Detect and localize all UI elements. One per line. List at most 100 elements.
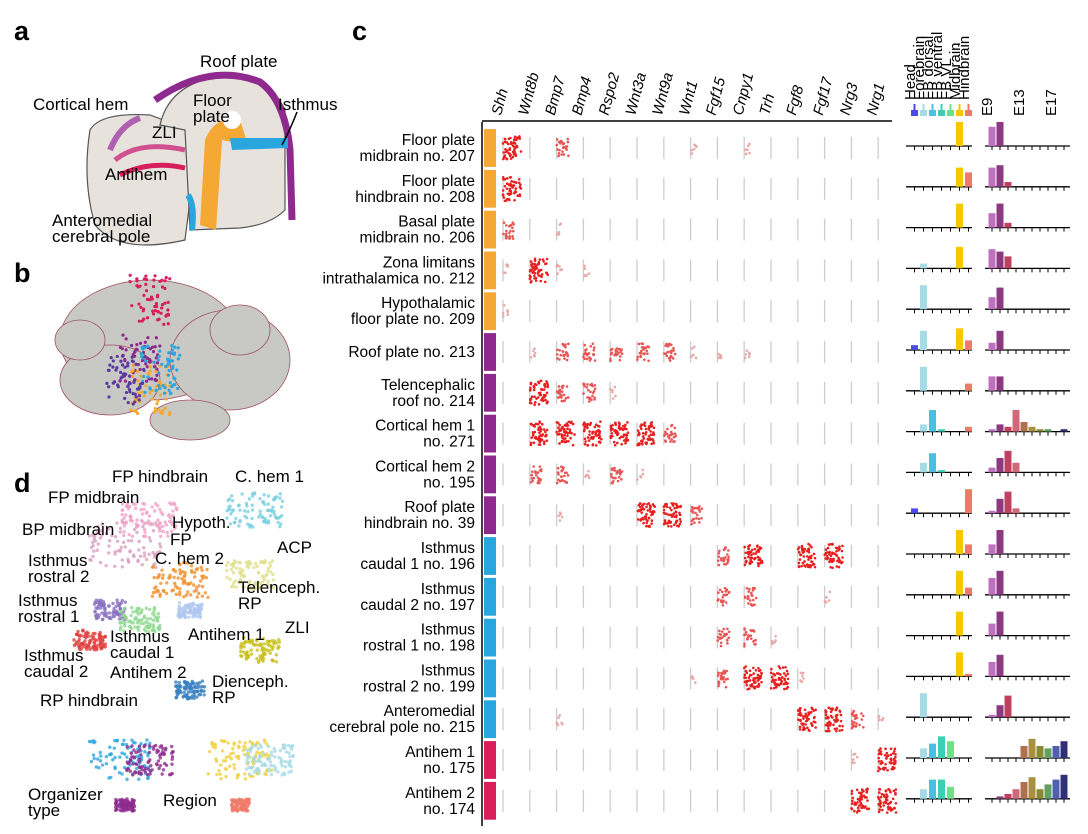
cell-dot xyxy=(128,381,132,385)
cell-dot xyxy=(743,545,747,549)
cell-dot xyxy=(760,680,763,684)
cell-dot xyxy=(531,349,535,353)
cell-dot xyxy=(156,399,160,403)
cell-dot xyxy=(226,560,230,565)
cell-dot xyxy=(133,770,137,774)
cell-dot xyxy=(129,626,134,631)
cell-dot xyxy=(132,748,136,752)
cell-dot xyxy=(135,518,139,522)
cell-dot xyxy=(269,644,273,648)
cell-dot xyxy=(183,606,187,610)
cell-dot xyxy=(120,502,125,506)
cell-dot xyxy=(143,346,147,350)
cell-dot xyxy=(171,366,175,370)
cell-dot xyxy=(536,423,540,426)
cell-dot xyxy=(650,513,653,517)
cell-dot xyxy=(148,539,153,543)
cell-dot xyxy=(504,150,508,154)
cell-dot xyxy=(672,502,676,505)
cell-dot xyxy=(639,518,643,522)
cell-dot xyxy=(865,788,868,791)
cell-dot xyxy=(185,611,190,615)
cell-dot xyxy=(74,642,78,646)
cell-dot xyxy=(115,738,120,742)
cell-dot xyxy=(584,349,587,352)
cell-dot xyxy=(609,424,613,428)
row-label: cerebral pole no. 215 xyxy=(329,719,475,736)
cell-dot xyxy=(894,811,898,814)
cell-dot xyxy=(167,351,171,355)
cell-dot xyxy=(530,279,533,283)
cell-dot xyxy=(749,558,752,562)
cell-dot xyxy=(109,775,113,780)
cell-dot xyxy=(533,351,537,355)
cell-dot xyxy=(230,509,235,513)
cell-dot xyxy=(223,767,228,771)
cell-dot xyxy=(143,530,147,534)
cell-dot xyxy=(645,521,648,525)
cell-dot xyxy=(594,431,598,435)
cell-dot xyxy=(585,386,589,389)
age-bar xyxy=(996,330,1004,350)
cell-dot xyxy=(235,808,240,812)
cell-dot xyxy=(609,348,613,352)
cell-dot xyxy=(889,806,892,809)
cell-dot xyxy=(151,550,155,555)
age-bar xyxy=(1020,782,1028,799)
group-bar xyxy=(484,169,496,208)
cell-dot xyxy=(752,672,755,675)
cell-dot xyxy=(559,353,562,357)
cell-dot xyxy=(778,666,782,670)
cell-dot xyxy=(251,525,255,529)
cell-dot xyxy=(624,441,627,445)
cell-dot xyxy=(164,364,168,368)
cell-dot xyxy=(136,370,140,374)
zli xyxy=(113,144,186,163)
cell-dot xyxy=(532,441,536,445)
cell-dot xyxy=(138,394,142,398)
cell-dot xyxy=(141,347,145,351)
label: RP xyxy=(212,688,236,707)
cell-dot xyxy=(613,353,616,357)
cell-dot xyxy=(186,696,191,701)
cell-dot xyxy=(234,585,238,589)
cell-dot xyxy=(198,579,203,583)
cell-dot xyxy=(128,514,133,519)
cell-dot xyxy=(565,481,569,484)
cell-dot xyxy=(108,745,112,749)
cell-dot xyxy=(803,708,807,712)
cell-dot xyxy=(76,629,80,634)
cell-dot xyxy=(858,723,861,727)
cell-dot xyxy=(856,806,860,810)
region-bar xyxy=(965,426,972,432)
cell-dot xyxy=(781,666,785,669)
cell-dot xyxy=(669,521,672,525)
group-bar xyxy=(484,292,496,331)
cell-dot xyxy=(132,527,137,532)
cell-dot xyxy=(798,708,801,711)
cell-dot xyxy=(273,768,277,772)
cell-dot xyxy=(161,409,165,413)
cell-dot xyxy=(115,598,119,602)
cell-dot xyxy=(560,465,563,468)
region-bar xyxy=(956,570,963,595)
cell-dot xyxy=(562,393,566,397)
region-bar xyxy=(920,285,927,310)
cell-dot xyxy=(129,751,133,755)
cell-dot xyxy=(672,346,675,350)
cell-dot xyxy=(588,397,591,401)
cell-dot xyxy=(755,550,759,553)
cell-dot xyxy=(246,800,250,805)
cell-dot xyxy=(280,499,285,503)
cell-dot xyxy=(271,578,276,582)
cell-dot xyxy=(813,565,817,569)
violin xyxy=(636,342,651,363)
region-key xyxy=(965,110,972,116)
cell-dot xyxy=(747,555,750,559)
cell-dot xyxy=(177,690,181,694)
cell-dot xyxy=(585,357,589,361)
cell-dot xyxy=(798,558,802,561)
cell-dot xyxy=(124,520,129,524)
cell-dot xyxy=(696,506,699,510)
cell-dot xyxy=(192,690,196,694)
